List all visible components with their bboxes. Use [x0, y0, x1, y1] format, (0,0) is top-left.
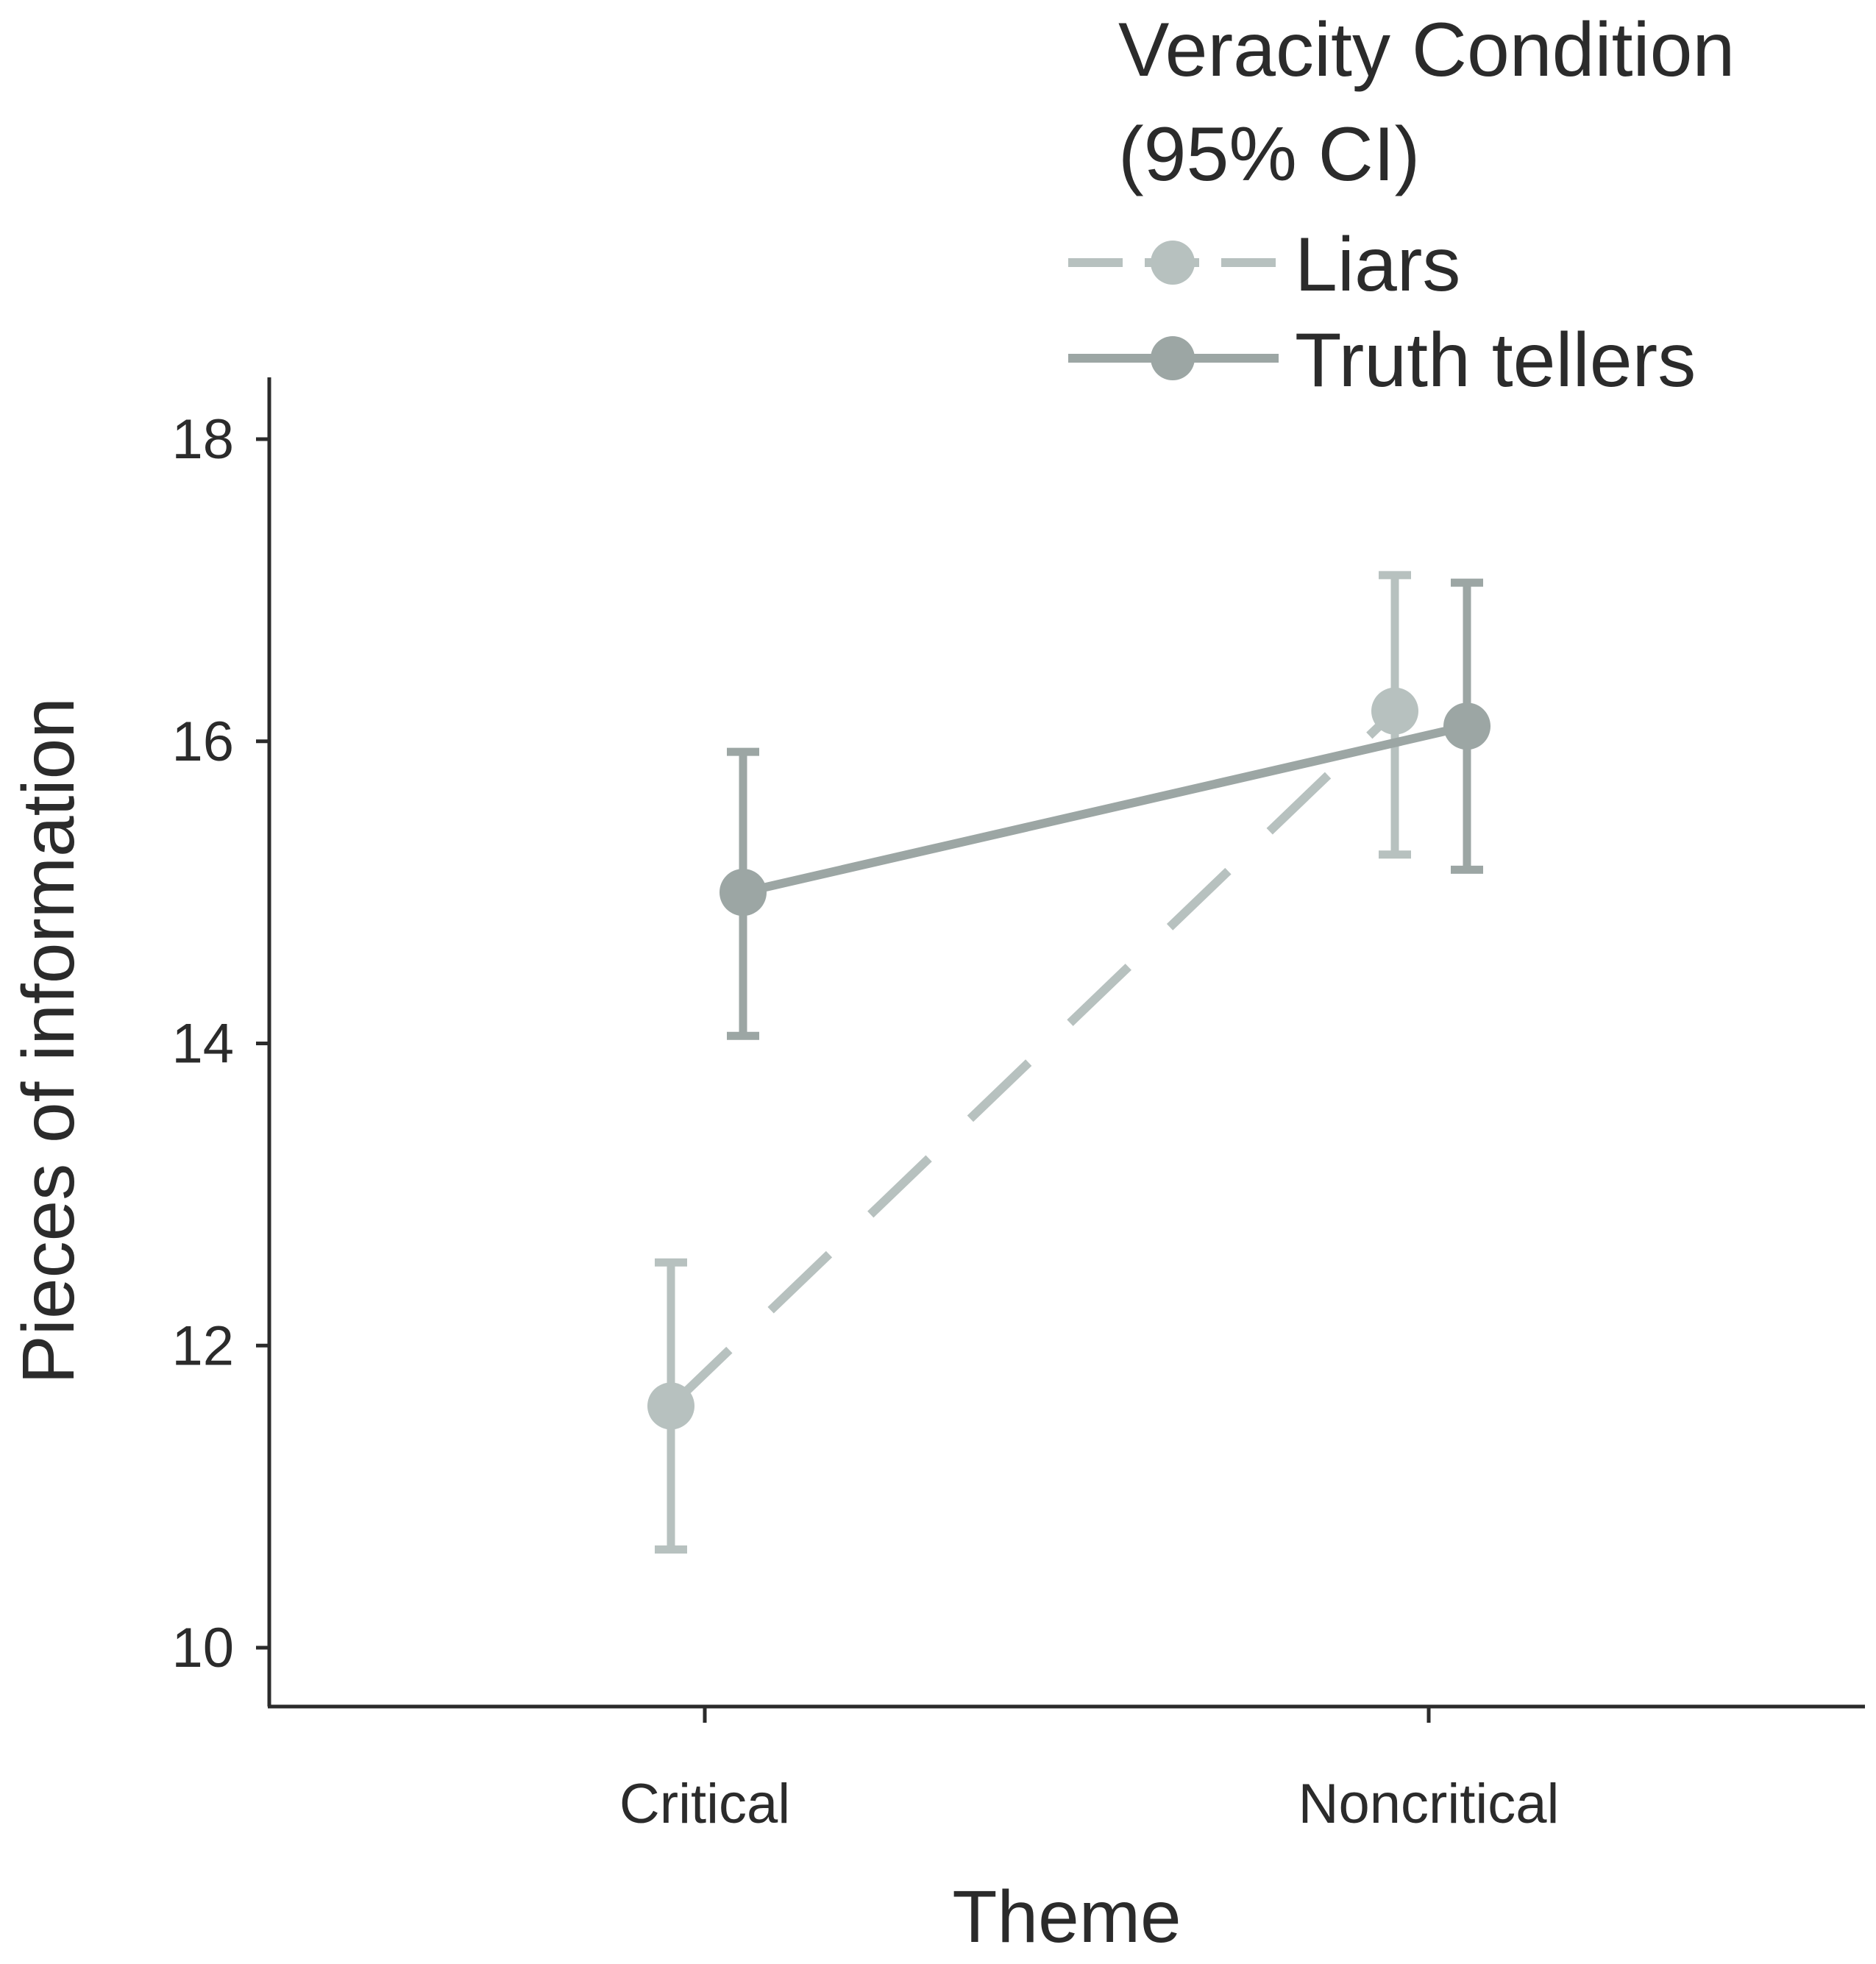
series-liars	[647, 571, 1418, 1554]
data-point	[1371, 687, 1418, 735]
x-tick-label: Noncritical	[1298, 1773, 1560, 1835]
data-point	[720, 869, 767, 917]
axes	[267, 377, 1865, 1709]
plot-area	[647, 571, 1491, 1554]
x-axis-title: Theme	[952, 1876, 1181, 1958]
y-axis-title: Pieces of information	[7, 697, 90, 1384]
legend-label: Liars	[1295, 222, 1460, 307]
y-tick-label: 10	[171, 1617, 234, 1679]
x-axis-ticks: Critical Noncritical	[619, 1707, 1560, 1835]
data-point	[1443, 702, 1491, 750]
legend-title-line-1: Veracity Condition	[1118, 7, 1735, 93]
legend-label: Truth tellers	[1295, 318, 1696, 403]
data-point	[647, 1382, 694, 1430]
legend-item-liars: Liars	[1068, 222, 1460, 307]
y-tick-label: 14	[171, 1013, 234, 1075]
legend-items: Liars Truth tellers	[1068, 222, 1696, 403]
legend-marker	[1151, 241, 1195, 285]
series-line	[667, 708, 1399, 1409]
y-axis-ticks: 10 12 14 16 18	[171, 408, 269, 1679]
y-tick-label: 12	[171, 1314, 234, 1377]
series-line	[742, 722, 1468, 897]
x-tick-label: Critical	[619, 1773, 790, 1835]
series-truth-tellers	[720, 578, 1491, 1040]
legend-title-line-2: (95% CI)	[1118, 112, 1420, 197]
legend-item-truth-tellers: Truth tellers	[1068, 318, 1696, 403]
y-tick-label: 18	[171, 408, 234, 471]
y-tick-label: 16	[171, 711, 234, 773]
legend: Veracity Condition (95% CI) Liars Truth t…	[1068, 7, 1735, 403]
legend-marker	[1151, 336, 1195, 380]
